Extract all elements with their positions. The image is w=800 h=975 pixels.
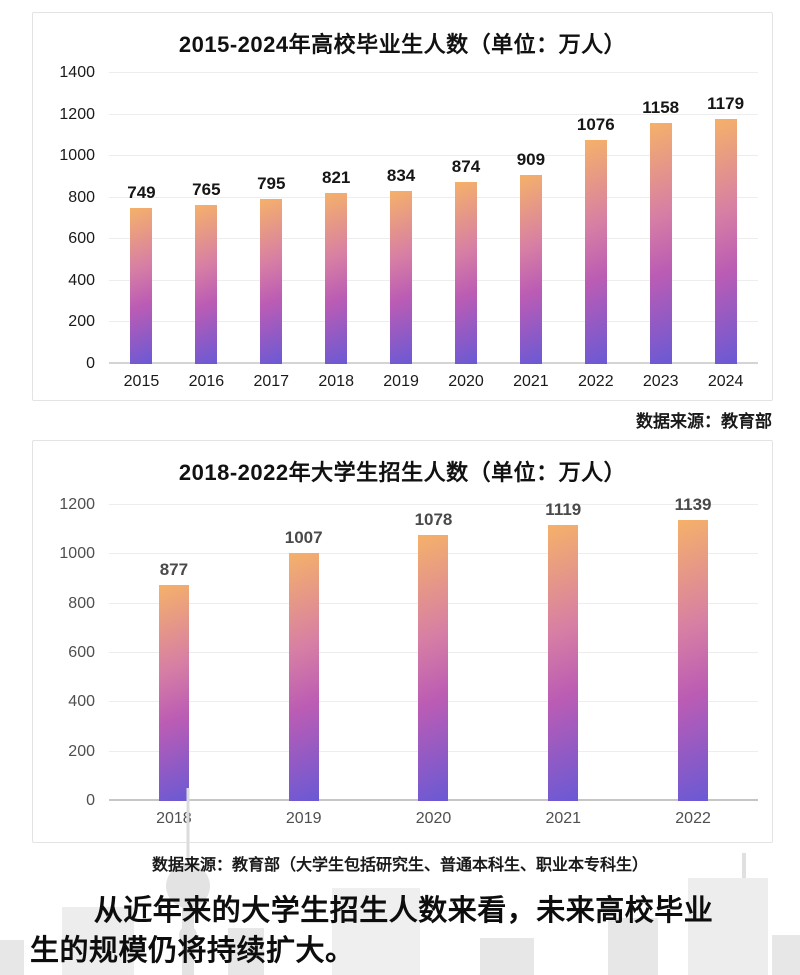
gridline (109, 113, 758, 115)
gridline (109, 72, 758, 73)
x-tick-label: 2024 (707, 373, 744, 390)
x-tick-label: 2019 (383, 373, 419, 390)
enrollment-chart-card: 2018-2022年大学生招生人数（单位：万人） 1200 1000 800 600 4… (32, 440, 773, 843)
bar-value-label: 834 (386, 165, 416, 185)
bar-slot: 874 2020 (434, 73, 499, 390)
bar-slot: 795 2017 (239, 73, 304, 390)
bar-value-label: 765 (192, 180, 221, 199)
y-tick-label: 400 (68, 271, 95, 289)
graduates-chart-card: 2015-2024年高校毕业生人数（单位：万人） 1400 1200 1000 800… (32, 12, 773, 401)
y-tick-label: 800 (68, 594, 95, 612)
bar-value-label: 749 (127, 183, 156, 203)
gridline (109, 196, 758, 198)
x-tick-label: 2023 (642, 373, 679, 390)
gridline (109, 504, 758, 505)
bar-2019 (288, 552, 319, 801)
bar-2018 (325, 193, 348, 364)
x-axis-line (109, 362, 758, 364)
bar-2022 (678, 520, 709, 801)
bar-slot: 1139 2022 (628, 495, 758, 827)
bars-container: 749 2015 765 2016 795 2017 821 2018 834 2019 874 20… (109, 73, 758, 390)
x-tick-label: 2022 (578, 373, 614, 390)
bar-2023 (649, 123, 672, 364)
bar-slot: 1179 2024 (693, 73, 758, 390)
x-tick-label: 2021 (513, 373, 549, 390)
bar-2021 (519, 175, 542, 364)
bar-2018 (158, 584, 189, 801)
y-tick-label: 200 (68, 313, 95, 331)
graduates-chart-plot: 1400 1200 1000 800 600 400 200 0 749 2015 765 2016 7… (59, 64, 758, 390)
y-tick-label: 0 (86, 355, 95, 372)
bar-slot: 1119 2021 (498, 500, 628, 827)
x-tick-label: 2018 (156, 810, 192, 827)
y-tick-label: 800 (68, 188, 95, 206)
x-tick-label: 2017 (253, 373, 290, 390)
bar-value-label: 1158 (642, 98, 680, 118)
y-tick-label: 0 (86, 792, 95, 809)
bar-value-label: 1007 (284, 527, 323, 547)
bar-value-label: 877 (159, 559, 189, 579)
enrollment-source-note: 数据来源：教育部（大学生包括研究生、普通本科生、职业本专科生） (151, 857, 648, 874)
bar-slot: 834 2019 (369, 73, 434, 390)
bar-2017 (260, 198, 283, 364)
y-tick-label: 1200 (59, 105, 95, 123)
bar-value-label: 1078 (414, 510, 453, 530)
gridline (109, 321, 758, 323)
bar-slot: 1158 2023 (628, 73, 693, 390)
gridline (109, 155, 758, 157)
bar-slot: 877 2018 (109, 505, 239, 827)
graduates-source-note: 数据来源：教育部 (636, 412, 772, 431)
gridline (109, 279, 758, 281)
gridline (109, 238, 758, 240)
bar-value-label: 1119 (545, 499, 582, 519)
bar-2020 (418, 535, 449, 801)
x-tick-label: 2020 (448, 373, 484, 390)
x-tick-label: 2020 (415, 810, 452, 827)
x-tick-label: 2019 (285, 810, 322, 827)
bar-slot: 749 2015 (109, 73, 174, 390)
y-tick-label: 200 (68, 742, 95, 760)
bar-value-label: 1139 (674, 495, 712, 515)
bar-slot: 1076 2022 (563, 73, 628, 390)
y-tick-label: 400 (68, 693, 95, 711)
bar-2019 (390, 190, 413, 364)
x-tick-label: 2016 (188, 373, 225, 390)
graduates-chart-title: 2015-2024年高校毕业生人数（单位：万人） (178, 32, 627, 57)
bars-container: 877 2018 1007 2019 1078 2020 1119 2021 1139 2022 (109, 495, 758, 827)
enrollment-chart-plot: 1200 1000 800 600 400 200 0 877 2018 1007 2019 1078… (59, 495, 758, 827)
bar-value-label: 1076 (576, 115, 615, 135)
y-tick-label: 1000 (59, 147, 95, 165)
bar-value-label: 1179 (707, 93, 745, 113)
bar-value-label: 909 (516, 150, 546, 170)
y-tick-label: 1200 (59, 496, 95, 513)
bar-value-label: 795 (257, 173, 286, 193)
x-tick-label: 2018 (318, 373, 354, 390)
x-tick-label: 2015 (123, 373, 160, 390)
bar-slot: 909 2021 (498, 73, 563, 390)
bar-2015 (130, 208, 153, 364)
bar-value-label: 821 (321, 168, 351, 188)
bar-slot: 765 2016 (174, 73, 239, 390)
conclusion-paragraph: 从近年来的大学生招生人数来看，未来高校毕业生的规模仍将持续扩大。 (30, 895, 714, 967)
y-tick-label: 600 (68, 230, 95, 248)
bar-slot: 1078 2020 (369, 505, 499, 827)
bar-2020 (454, 182, 477, 364)
bar-2024 (714, 118, 737, 364)
bar-2021 (548, 524, 579, 801)
y-tick-label: 1000 (59, 545, 95, 563)
enrollment-chart-title: 2018-2022年大学生招生人数（单位：万人） (178, 460, 627, 485)
x-tick-label: 2021 (545, 810, 582, 827)
bar-slot: 1007 2019 (239, 505, 369, 827)
bar-2022 (584, 140, 607, 364)
bar-slot: 821 2018 (304, 73, 369, 390)
bar-2016 (195, 205, 218, 364)
bar-value-label: 874 (451, 157, 481, 177)
x-tick-label: 2022 (675, 810, 711, 827)
y-tick-label: 1400 (59, 64, 95, 81)
y-tick-label: 600 (68, 644, 95, 661)
